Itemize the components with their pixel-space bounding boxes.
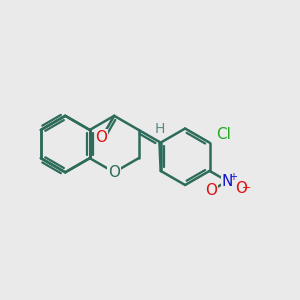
Text: O: O xyxy=(108,165,120,180)
Text: −: − xyxy=(242,183,251,193)
Text: +: + xyxy=(229,172,237,182)
Text: H: H xyxy=(154,122,165,136)
Text: Cl: Cl xyxy=(216,127,231,142)
Text: N: N xyxy=(222,174,233,189)
Text: O: O xyxy=(235,181,247,196)
Text: O: O xyxy=(205,183,217,198)
Text: O: O xyxy=(96,130,108,145)
